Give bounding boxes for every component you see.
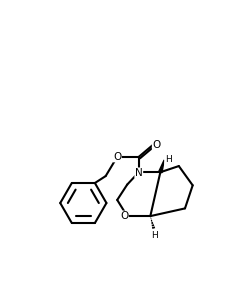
Text: N: N: [135, 168, 143, 178]
Text: O: O: [113, 152, 121, 162]
Text: H: H: [165, 155, 171, 164]
Polygon shape: [159, 160, 164, 173]
Text: H: H: [152, 231, 158, 240]
Text: O: O: [120, 211, 128, 221]
Text: O: O: [152, 139, 161, 149]
